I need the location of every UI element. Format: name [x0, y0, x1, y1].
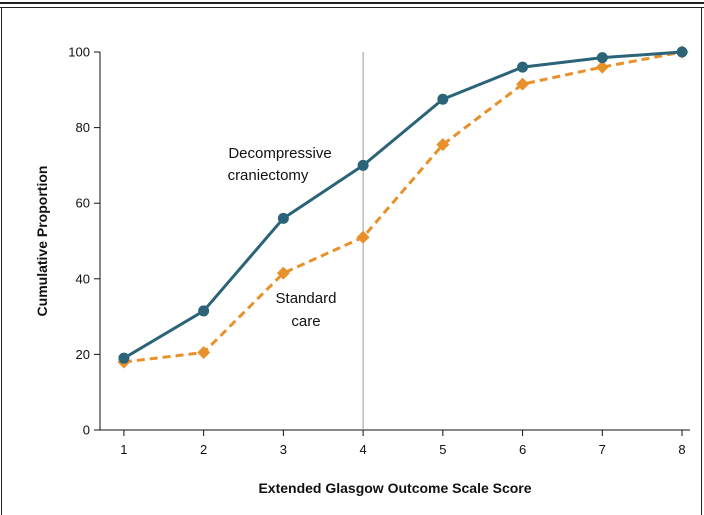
x-tick-label: 8 [678, 442, 685, 457]
data-point [517, 61, 529, 73]
data-point [357, 159, 369, 171]
top-border-thick [0, 2, 704, 4]
left-border [1, 7, 2, 515]
x-tick-label: 2 [200, 442, 207, 457]
x-tick-label: 4 [359, 442, 366, 457]
annotation-standard: Standard [276, 290, 337, 307]
series-line [123, 50, 683, 360]
y-tick-label: 0 [83, 423, 90, 438]
x-tick-label: 3 [280, 442, 287, 457]
data-point [516, 77, 530, 91]
y-axis-title: Cumulative Proportion [34, 166, 50, 317]
x-axis-title: Extended Glasgow Outcome Scale Score [258, 480, 531, 496]
labels: Extended Glasgow Outcome Scale Score Cum… [34, 145, 532, 496]
axes: 0 20 40 60 80 100 1 2 3 4 5 6 7 8 [68, 45, 690, 457]
data-point [437, 93, 449, 105]
y-tick-label: 100 [68, 45, 90, 60]
annotation-decompressive: Decompressive [228, 145, 331, 162]
data-point [276, 266, 290, 280]
x-tick-label: 5 [439, 442, 446, 457]
data-point [118, 352, 130, 364]
y-tick-label: 40 [76, 271, 90, 286]
data-point [197, 346, 211, 360]
data-point [356, 230, 370, 244]
annotation-care: care [291, 313, 320, 330]
x-tick-label: 1 [120, 442, 127, 457]
y-tick-label: 60 [76, 196, 90, 211]
x-tick-label: 7 [599, 442, 606, 457]
y-tick-label: 80 [76, 120, 90, 135]
data-point [596, 52, 608, 64]
top-border-thin [0, 7, 704, 8]
data-point [277, 212, 289, 224]
x-tick-label: 6 [519, 442, 526, 457]
annotation-craniectomy: craniectomy [228, 167, 309, 184]
data-point [595, 60, 609, 74]
y-tick-label: 20 [76, 347, 90, 362]
series-1 [117, 45, 689, 369]
series-layer [117, 45, 689, 369]
series-0 [118, 46, 688, 364]
series-line [123, 50, 683, 364]
right-border [701, 7, 702, 515]
data-point [436, 138, 450, 152]
data-point [676, 46, 688, 58]
data-point [198, 305, 210, 317]
